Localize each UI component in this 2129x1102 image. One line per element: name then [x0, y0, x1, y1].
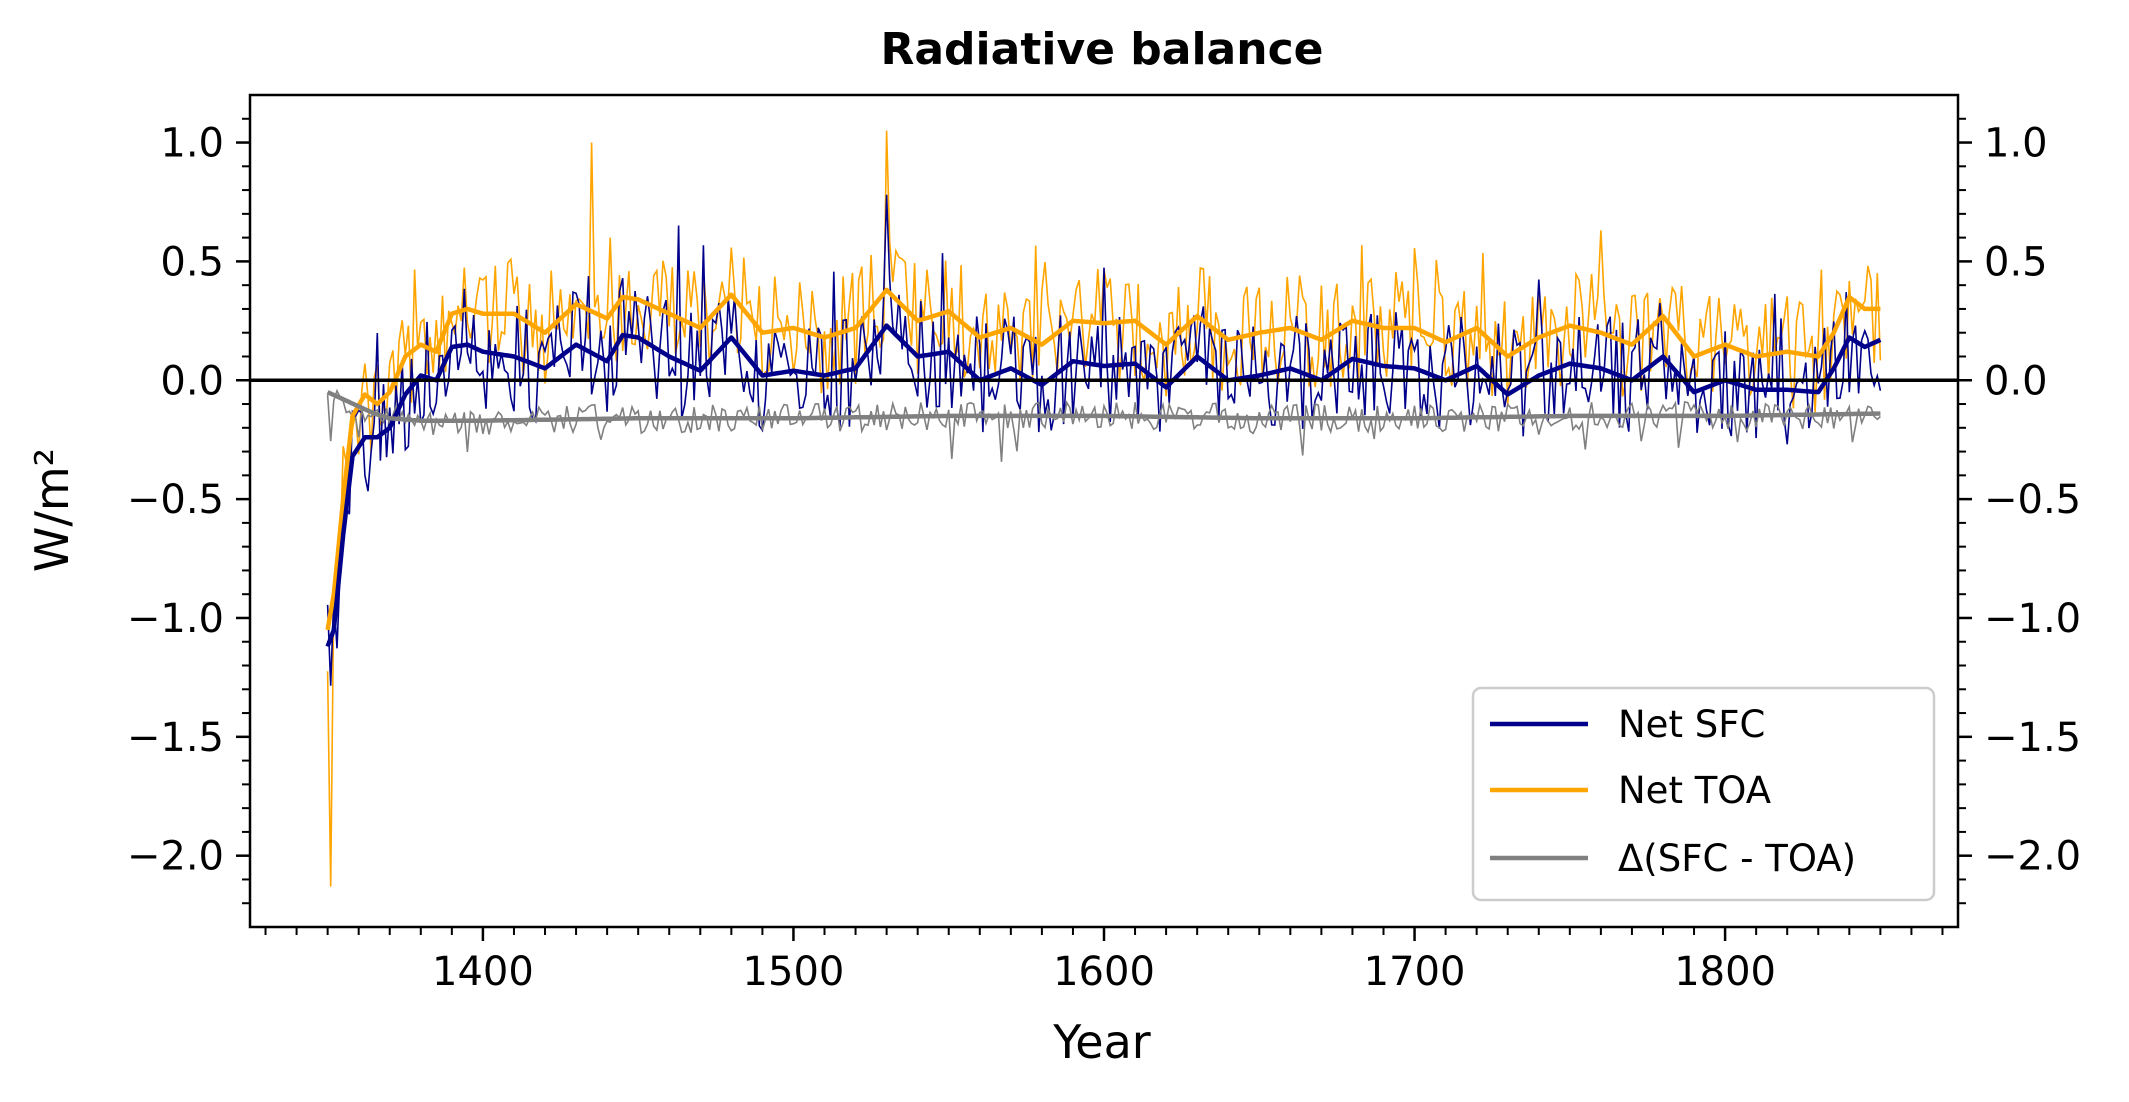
y-tick-label-left: 1.0	[160, 121, 224, 167]
x-tick-label: 1600	[1053, 949, 1155, 995]
legend-box	[1471, 686, 1936, 902]
x-tick-label: 1700	[1364, 949, 1466, 995]
raw-line-delta	[326, 388, 1881, 462]
legend-label-net-toa: Net TOA	[1618, 769, 1771, 812]
smoothed-series-layer	[325, 287, 1882, 648]
smoothed-line-net-toa	[325, 287, 1881, 631]
legend-label-net-sfc: Net SFC	[1618, 703, 1765, 746]
y-tick-label-right: 0.5	[1984, 239, 2048, 285]
y-tick-label-left: −1.0	[127, 596, 224, 642]
x-tick-label: 1500	[743, 949, 845, 995]
smoothed-line-delta	[326, 390, 1881, 423]
y-tick-label-left: −0.5	[127, 477, 224, 523]
y-tick-label-left: 0.5	[160, 239, 224, 285]
y-tick-label-right: −1.5	[1984, 715, 2081, 761]
y-tick-label-left: −2.0	[127, 834, 224, 880]
y-tick-label-left: 0.0	[160, 358, 224, 404]
y-axis-label: W/m²	[25, 448, 79, 572]
raw-series-layer	[326, 130, 1882, 887]
legend-label-delta: Δ(SFC - TOA)	[1618, 837, 1856, 880]
y-tick-label-right: −0.5	[1984, 477, 2081, 523]
x-axis-label: Year	[1052, 1015, 1150, 1069]
x-tick-label: 1800	[1674, 949, 1776, 995]
y-tick-label-right: 1.0	[1984, 121, 2048, 167]
chart-title: Radiative balance	[880, 24, 1323, 75]
smoothed-line-net-sfc	[325, 323, 1882, 648]
legend: Net SFC Net TOA Δ(SFC - TOA)	[1471, 686, 1936, 902]
y-tick-label-right: 0.0	[1984, 358, 2048, 404]
y-tick-label-left: −1.5	[127, 715, 224, 761]
axes: 1400 1500 1600 1700 1800 −2.0 −2.0 −1.5 −1.5 −1.0…	[127, 93, 2081, 995]
raw-line-net-sfc	[326, 194, 1882, 686]
y-tick-label-right: −2.0	[1984, 834, 2081, 880]
x-tick-label: 1400	[432, 949, 534, 995]
y-tick-label-right: −1.0	[1984, 596, 2081, 642]
